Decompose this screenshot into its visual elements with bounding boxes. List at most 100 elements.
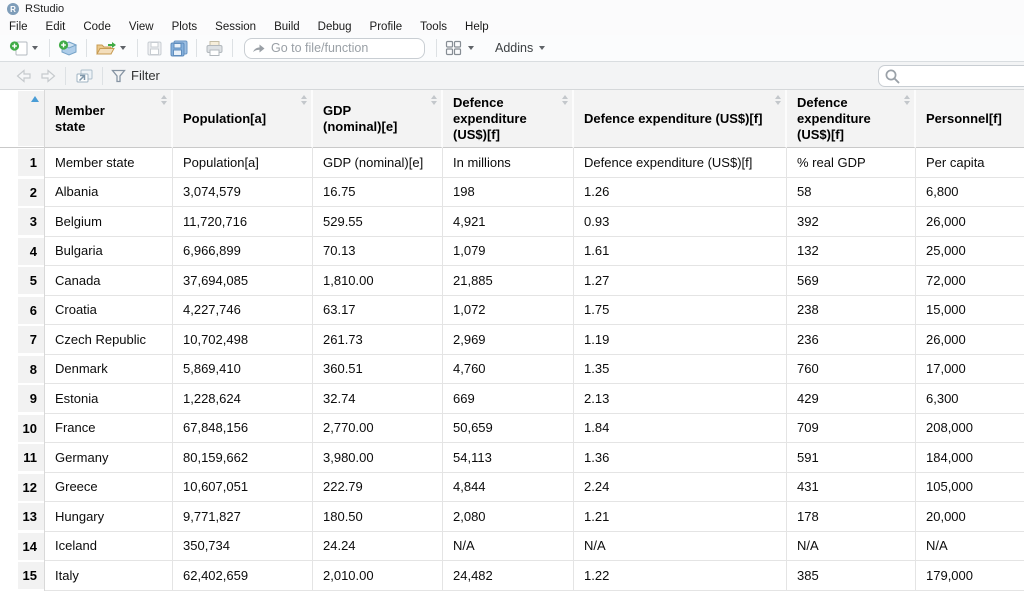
new-file-icon — [9, 40, 29, 57]
table-cell: 25,000 — [916, 237, 1024, 267]
filter-label: Filter — [131, 68, 160, 83]
menu-plots[interactable]: Plots — [163, 21, 207, 33]
row-number-header[interactable] — [0, 90, 45, 148]
chevron-down-icon — [468, 46, 474, 50]
sort-toggle-icon — [775, 95, 781, 105]
table-cell: 1,072 — [443, 296, 574, 326]
viewer-toolbar: Filter — [0, 62, 1024, 90]
save-all-button[interactable] — [166, 38, 191, 59]
column-header-6[interactable]: Defence expenditure (US$)​[f] — [787, 90, 916, 148]
column-header-label: GDP (nominal)​[e] — [323, 103, 403, 135]
row-number: 7 — [0, 325, 45, 355]
back-button[interactable] — [12, 66, 36, 86]
show-in-new-window-button[interactable] — [71, 66, 97, 86]
column-header-1[interactable]: Member state — [45, 90, 173, 148]
menu-tools[interactable]: Tools — [411, 21, 456, 33]
table-cell: 9,771,827 — [173, 502, 313, 532]
toolbar-separator — [65, 67, 66, 85]
table-cell: 2,080 — [443, 502, 574, 532]
table-cell: 1.21 — [574, 502, 787, 532]
save-button[interactable] — [143, 38, 166, 59]
table-cell: 385 — [787, 561, 916, 591]
table-cell: Member state — [45, 148, 173, 178]
table-cell: 2,969 — [443, 325, 574, 355]
goto-file-function-box[interactable] — [244, 38, 425, 59]
addins-button[interactable]: Addins — [488, 39, 551, 57]
table-row: 9Estonia1,228,62432.746692.134296,300 — [0, 384, 1024, 414]
open-file-button[interactable] — [92, 38, 132, 59]
table-cell: 0.93 — [574, 207, 787, 237]
table-row: 13Hungary9,771,827180.502,0801.2117820,0… — [0, 502, 1024, 532]
filter-button[interactable]: Filter — [108, 66, 163, 85]
row-number: 3 — [0, 207, 45, 237]
menu-view[interactable]: View — [120, 21, 163, 33]
menu-profile[interactable]: Profile — [361, 21, 412, 33]
new-file-button[interactable] — [6, 38, 44, 59]
table-cell: 21,885 — [443, 266, 574, 296]
print-button[interactable] — [202, 38, 227, 59]
table-cell: 238 — [787, 296, 916, 326]
column-header-label: Population​[a] — [183, 111, 266, 127]
table-cell: Belgium — [45, 207, 173, 237]
column-header-4[interactable]: Defence expenditure (US$)​[f] — [443, 90, 574, 148]
table-cell: 1.35 — [574, 355, 787, 385]
table-cell: 1,810.00 — [313, 266, 443, 296]
table-cell: 15,000 — [916, 296, 1024, 326]
menu-edit[interactable]: Edit — [37, 21, 75, 33]
column-header-label: Personnel​[f] — [926, 111, 1002, 127]
header-row: Member state Population​[a] GDP (nominal)​… — [0, 90, 1024, 148]
menu-session[interactable]: Session — [206, 21, 265, 33]
table-cell: 54,113 — [443, 443, 574, 473]
forward-button[interactable] — [36, 66, 60, 86]
column-header-label: Defence expenditure (US$)​[f] — [584, 111, 762, 127]
table-cell: Iceland — [45, 532, 173, 562]
table-search-box[interactable] — [878, 65, 1024, 87]
sort-ascending-icon — [31, 96, 39, 102]
menu-debug[interactable]: Debug — [309, 21, 361, 33]
menu-file[interactable]: File — [0, 21, 37, 33]
column-header-3[interactable]: GDP (nominal)​[e] — [313, 90, 443, 148]
table-cell: 10,702,498 — [173, 325, 313, 355]
table-cell: 4,844 — [443, 473, 574, 503]
table-cell: Germany — [45, 443, 173, 473]
table-cell: 24,482 — [443, 561, 574, 591]
toolbar-separator — [232, 39, 233, 57]
column-header-2[interactable]: Population​[a] — [173, 90, 313, 148]
addins-label: Addins — [495, 41, 533, 55]
table-cell: N/A — [443, 532, 574, 562]
table-cell: 261.73 — [313, 325, 443, 355]
column-header-7[interactable]: Personnel​[f] — [916, 90, 1024, 148]
table-cell: 184,000 — [916, 443, 1024, 473]
search-icon — [884, 68, 901, 85]
table-cell: 67,848,156 — [173, 414, 313, 444]
table-cell: 350,734 — [173, 532, 313, 562]
table-cell: 20,000 — [916, 502, 1024, 532]
table-cell: 2.24 — [574, 473, 787, 503]
table-cell: 26,000 — [916, 325, 1024, 355]
sort-toggle-icon — [562, 95, 568, 105]
row-number: 8 — [0, 355, 45, 385]
table-cell: Denmark — [45, 355, 173, 385]
menu-help[interactable]: Help — [456, 21, 498, 33]
table-cell: 178 — [787, 502, 916, 532]
menu-code[interactable]: Code — [74, 21, 120, 33]
table-cell: 569 — [787, 266, 916, 296]
goto-file-function-input[interactable] — [271, 41, 411, 55]
table-cell: 17,000 — [916, 355, 1024, 385]
row-number: 14 — [0, 532, 45, 562]
table-cell: 709 — [787, 414, 916, 444]
new-project-button[interactable] — [55, 37, 81, 59]
table-cell: 62,402,659 — [173, 561, 313, 591]
menu-build[interactable]: Build — [265, 21, 309, 33]
row-number: 1 — [0, 148, 45, 178]
table-row: 7Czech Republic10,702,498261.732,9691.19… — [0, 325, 1024, 355]
back-arrow-icon — [15, 68, 33, 84]
table-cell: 6,966,899 — [173, 237, 313, 267]
table-cell: N/A — [574, 532, 787, 562]
table-search-input[interactable] — [901, 69, 1011, 83]
pane-layout-button[interactable] — [442, 38, 480, 58]
table-row: 12Greece10,607,051222.794,8442.24431105,… — [0, 473, 1024, 503]
column-header-5[interactable]: Defence expenditure (US$)​[f] — [574, 90, 787, 148]
table-cell: Greece — [45, 473, 173, 503]
table-cell: Czech Republic — [45, 325, 173, 355]
